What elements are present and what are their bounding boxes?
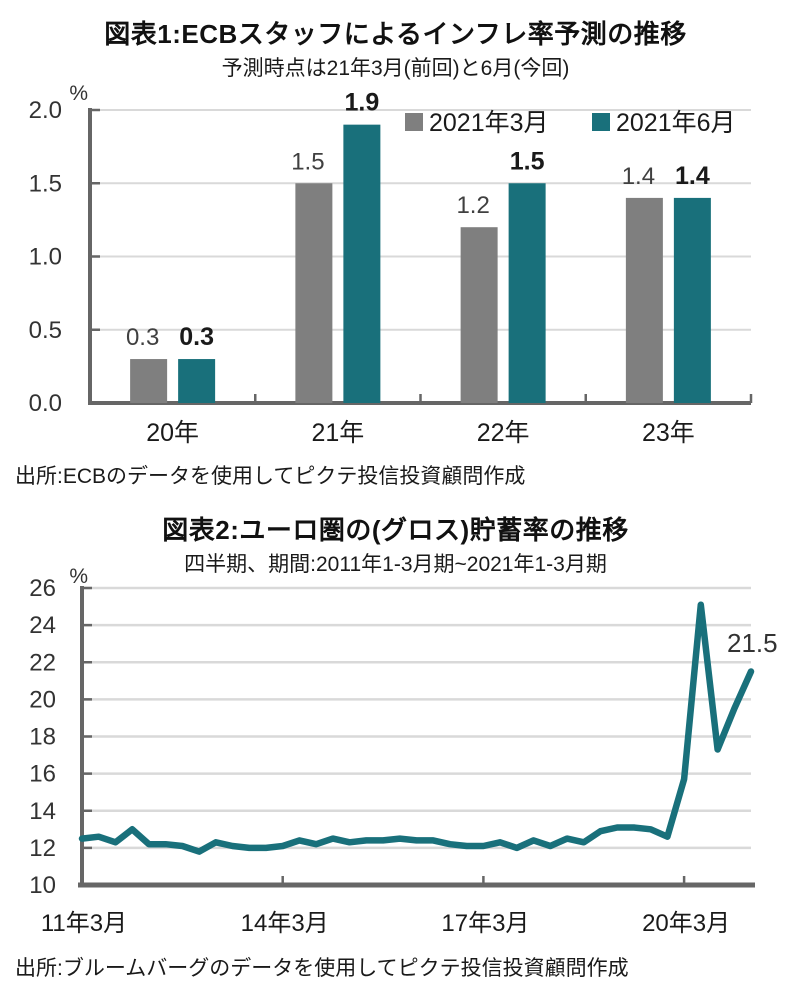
- y-tick-label: 24: [29, 612, 56, 639]
- y-tick-label: 12: [29, 835, 56, 862]
- x-tick-label: 20年3月: [642, 910, 730, 937]
- bar-mar-1: [295, 183, 333, 403]
- x-tick-label: 14年3月: [241, 910, 329, 937]
- y-tick-label: 0.5: [29, 317, 62, 344]
- legend-swatch-march: [405, 113, 423, 131]
- legend-label-june: 2021年6月: [616, 109, 736, 137]
- value-label: 1.9: [344, 89, 379, 117]
- value-label: 1.4: [622, 163, 655, 190]
- chart1-bar-plot: 0.0 0.5 1.0 1.5 2.0 0.3 0.3 20年 1.5 1.9 21年 1.2 1.5 2…: [29, 82, 753, 447]
- chart2-source: 出所:ブルームバーグのデータを使用してピクテ投信投資顧問作成: [15, 957, 629, 980]
- y-tick-label: 10: [29, 872, 56, 899]
- bar-jun-0: [178, 359, 216, 403]
- bar-jun-3: [673, 197, 711, 403]
- y-tick-label: 18: [29, 724, 56, 751]
- x-tick-label: 17年3月: [441, 910, 529, 937]
- chart1-source: 出所:ECBのデータを使用してピクテ投信投資顧問作成: [15, 465, 526, 488]
- value-label: 1.5: [291, 148, 324, 175]
- y-tick-label: 1.0: [29, 244, 62, 271]
- value-label: 1.5: [510, 147, 545, 175]
- legend-label-march: 2021年3月: [429, 109, 549, 137]
- bar-mar-3: [625, 197, 663, 403]
- category-label: 22年: [477, 419, 530, 447]
- chart1-title: 図表1:ECBスタッフによるインフレ率予測の推移: [104, 19, 687, 49]
- value-label: 1.2: [456, 192, 489, 219]
- value-label: 1.4: [675, 162, 710, 190]
- y-tick-label: 26: [29, 575, 56, 602]
- y-tick-label: 16: [29, 761, 56, 788]
- chart1-subtitle: 予測時点は21年3月(前回)と6月(今回): [221, 57, 570, 80]
- chart2-subtitle: 四半期、期間:2011年1-3月期~2021年1-3月期: [184, 553, 607, 576]
- value-label: 0.3: [179, 323, 214, 351]
- bar-mar-0: [130, 359, 168, 403]
- unit-label: %: [69, 565, 88, 588]
- line-end-label: 21.5: [727, 628, 778, 658]
- category-label: 21年: [311, 419, 364, 447]
- y-tick-label: 0.0: [29, 390, 62, 417]
- legend-swatch-june: [592, 113, 610, 131]
- bar-jun-1: [343, 124, 381, 404]
- savings-rate-line: [78, 601, 755, 855]
- unit-label: %: [69, 82, 88, 105]
- bar-mar-2: [460, 227, 498, 403]
- chart2-line-plot: 10 12 14 16 18 20 22 24 26 11年3月 14年3月 17年3月 20年3月 21…: [29, 565, 778, 937]
- y-tick-label: 2.0: [29, 97, 62, 124]
- bar-jun-2: [508, 183, 546, 403]
- category-label: 20年: [146, 419, 199, 447]
- value-label: 0.3: [126, 324, 159, 351]
- y-tick-label: 1.5: [29, 170, 62, 197]
- y-tick-label: 20: [29, 686, 56, 713]
- y-tick-label: 14: [29, 798, 56, 825]
- y-tick-label: 22: [29, 649, 56, 676]
- category-label: 23年: [642, 419, 695, 447]
- chart2-title: 図表2:ユーロ圏の(グロス)貯蓄率の推移: [162, 515, 629, 545]
- x-tick-label: 11年3月: [41, 910, 127, 937]
